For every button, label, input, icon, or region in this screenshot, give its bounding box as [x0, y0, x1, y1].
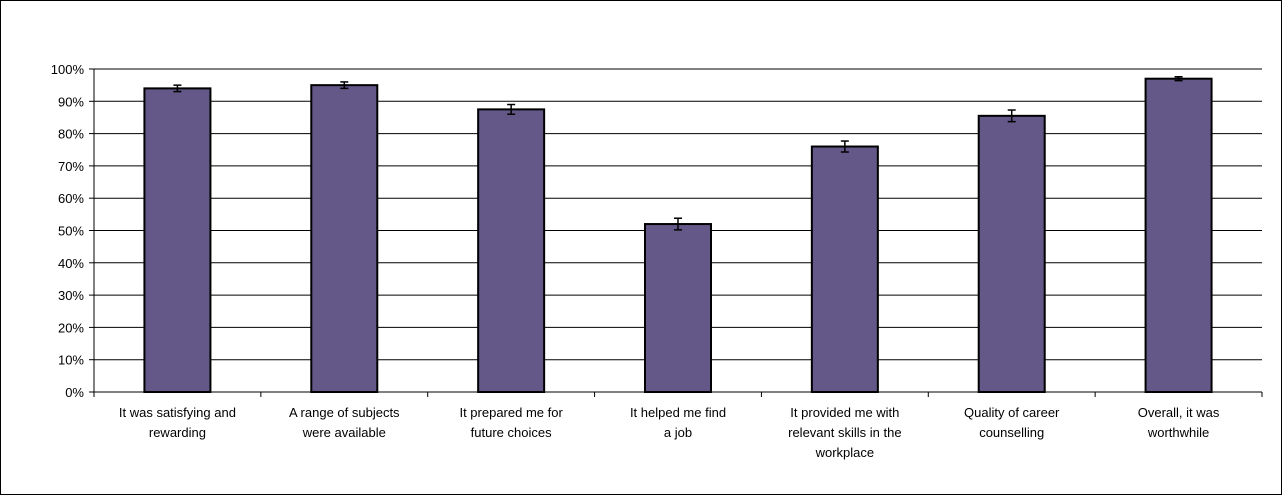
y-tick-label: 20%: [58, 320, 84, 335]
x-category-label-line: Quality of career: [964, 405, 1060, 420]
x-category-label: It prepared me for future choices: [459, 405, 563, 440]
bar: [977, 114, 1046, 394]
y-tick-label: 30%: [58, 288, 84, 303]
x-tick-labels: It was satisfying and rewarding A range of…: [119, 405, 1220, 460]
bars: [143, 77, 1213, 394]
x-category-label-line: It provided me with: [790, 405, 899, 420]
y-tick-label: 80%: [58, 127, 84, 142]
x-category-label-line: rewarding: [149, 425, 206, 440]
x-category-label: A range of subjects were available: [289, 405, 400, 440]
x-category-label: Quality of career counselling: [964, 405, 1060, 440]
bar: [310, 84, 379, 394]
x-category-label-line: relevant skills in the: [788, 425, 901, 440]
x-category-label: It helped me find a job: [630, 405, 726, 440]
x-category-label: It provided me with relevant skills in th…: [788, 405, 901, 460]
x-category-label: It was satisfying and rewarding: [119, 405, 236, 440]
y-tick-label: 90%: [58, 94, 84, 109]
x-category-label-line: It prepared me for: [459, 405, 563, 420]
y-tick-labels: 0% 10% 20% 30% 40% 50% 60% 70% 80% 90% 100%: [51, 62, 85, 400]
x-category-label-line: future choices: [471, 425, 552, 440]
bar: [1144, 77, 1213, 393]
x-category-label-line: worthwhile: [1147, 425, 1209, 440]
x-category-label-line: counselling: [979, 425, 1044, 440]
y-tick-label: 50%: [58, 224, 84, 239]
bar: [143, 87, 212, 393]
error-bars: [173, 76, 1183, 231]
x-category-label-line: A range of subjects: [289, 405, 400, 420]
x-category-label-line: a job: [664, 425, 692, 440]
y-tick-label: 0%: [65, 385, 84, 400]
bar: [477, 108, 546, 393]
y-tick-label: 10%: [58, 353, 84, 368]
x-category-label-line: were available: [302, 425, 386, 440]
x-category-label-line: Overall, it was: [1138, 405, 1220, 420]
bar: [810, 145, 879, 393]
grid-lines: [94, 68, 1262, 361]
x-category-label: Overall, it was worthwhile: [1138, 405, 1220, 440]
bar: [644, 223, 712, 393]
y-tick-label: 60%: [58, 191, 84, 206]
x-category-label-line: It helped me find: [630, 405, 726, 420]
x-category-label-line: It was satisfying and: [119, 405, 236, 420]
y-tick-label: 70%: [58, 159, 84, 174]
y-tick-label: 100%: [51, 62, 85, 77]
y-tick-label: 40%: [58, 256, 84, 271]
x-category-label-line: workplace: [815, 445, 875, 460]
